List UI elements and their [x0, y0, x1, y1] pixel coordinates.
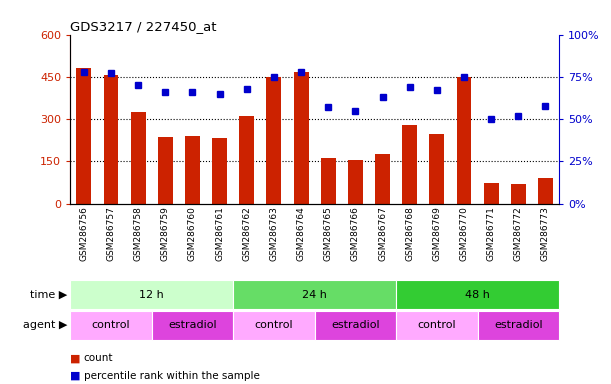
Bar — [484, 183, 499, 204]
Text: time ▶: time ▶ — [30, 290, 67, 300]
Bar — [158, 137, 173, 204]
Text: percentile rank within the sample: percentile rank within the sample — [84, 371, 260, 381]
Text: control: control — [255, 320, 293, 331]
Bar — [375, 154, 390, 204]
Bar — [348, 161, 363, 204]
Text: 24 h: 24 h — [302, 290, 327, 300]
Bar — [402, 125, 417, 204]
Text: 48 h: 48 h — [465, 290, 490, 300]
Bar — [538, 178, 553, 204]
Bar — [233, 311, 315, 340]
Text: estradiol: estradiol — [168, 320, 217, 331]
Bar — [233, 280, 396, 309]
Bar — [396, 280, 559, 309]
Bar — [103, 75, 119, 204]
Text: ■: ■ — [70, 371, 81, 381]
Bar — [152, 311, 233, 340]
Text: agent ▶: agent ▶ — [23, 320, 67, 331]
Bar — [70, 311, 152, 340]
Text: GDS3217 / 227450_at: GDS3217 / 227450_at — [70, 20, 217, 33]
Bar — [478, 311, 559, 340]
Bar — [70, 280, 233, 309]
Text: 12 h: 12 h — [139, 290, 164, 300]
Text: estradiol: estradiol — [331, 320, 379, 331]
Bar — [240, 116, 254, 204]
Bar — [396, 311, 478, 340]
Text: ■: ■ — [70, 353, 81, 363]
Text: count: count — [84, 353, 113, 363]
Bar — [430, 134, 444, 204]
Text: estradiol: estradiol — [494, 320, 543, 331]
Bar — [212, 138, 227, 204]
Text: control: control — [417, 320, 456, 331]
Bar — [456, 77, 472, 204]
Bar — [266, 77, 282, 204]
Bar — [321, 159, 335, 204]
Bar — [294, 72, 309, 204]
Bar — [185, 136, 200, 204]
Bar — [511, 184, 526, 204]
Bar — [131, 112, 145, 204]
Text: control: control — [92, 320, 130, 331]
Bar — [315, 311, 396, 340]
Bar — [76, 68, 91, 204]
